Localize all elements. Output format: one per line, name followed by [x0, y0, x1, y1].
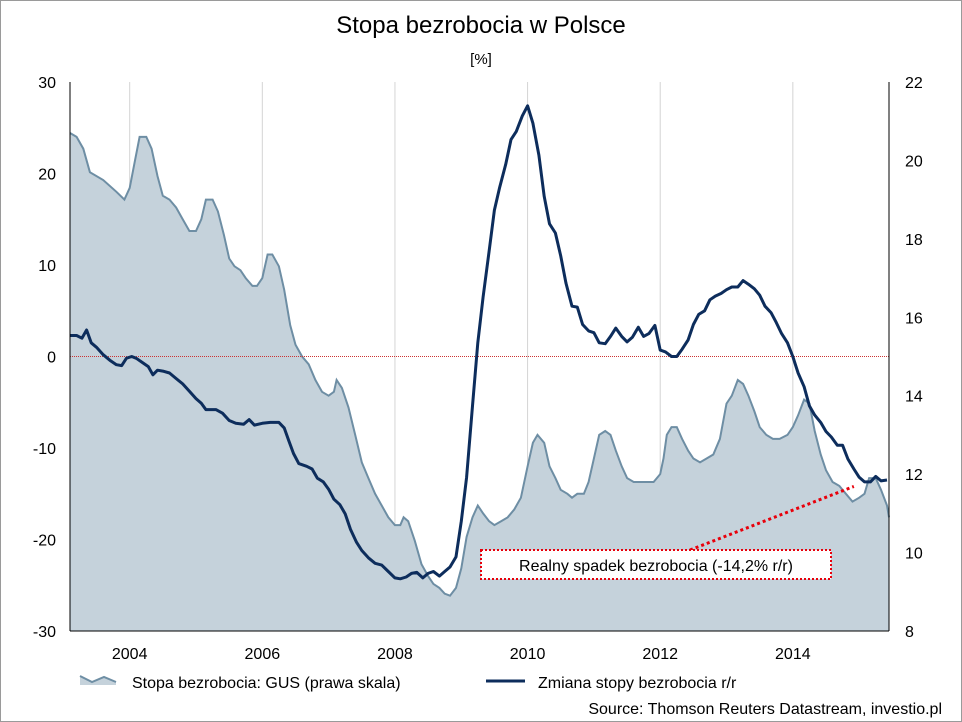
right-y-tick-18: 18	[905, 232, 923, 249]
plot-axes	[69, 82, 890, 632]
right-y-tick-14: 14	[905, 389, 923, 406]
legend: Stopa bezrobocia: GUS (prawa skala) Zmia…	[79, 675, 737, 692]
yoy-change-line-layer	[70, 104, 888, 581]
annotation: Realny spadek bezrobocia (-14,2% r/r)	[480, 485, 855, 580]
annotation-pointer	[689, 485, 855, 552]
left-y-tick-20: 20	[38, 167, 56, 184]
chart-unit: [%]	[470, 51, 492, 68]
chart-title: Stopa bezrobocia w Polsce	[336, 12, 626, 39]
x-tick-2014: 2014	[775, 646, 811, 663]
x-tick-2006: 2006	[245, 646, 281, 663]
left-y-tick-labels: 30 20 10 0 -10 -20 -30	[33, 75, 56, 641]
right-y-tick-labels: 22 20 18 16 14 12 10 8	[905, 75, 923, 641]
right-y-tick-20: 20	[905, 153, 923, 170]
unemployment-rate-area-layer	[69, 132, 890, 631]
left-y-tick-0: 0	[47, 350, 56, 367]
x-tick-2008: 2008	[377, 646, 413, 663]
unemployment-rate-area-edge	[69, 132, 890, 597]
left-y-tick-30: 30	[38, 75, 56, 92]
unemployment-rate-area	[70, 133, 889, 631]
left-y-tick--30: -30	[33, 624, 56, 641]
left-y-tick--20: -20	[33, 533, 56, 550]
annotation-text: Realny spadek bezrobocia (-14,2% r/r)	[519, 558, 793, 575]
right-y-tick-10: 10	[905, 546, 923, 563]
yoy-change-line	[70, 104, 888, 581]
left-y-tick-10: 10	[38, 258, 56, 275]
right-y-tick-22: 22	[905, 75, 923, 92]
legend-area-edge	[79, 675, 117, 684]
annotation-box	[480, 549, 832, 580]
right-y-tick-8: 8	[905, 624, 914, 641]
legend-label-line: Zmiana stopy bezrobocia r/r	[538, 675, 737, 692]
source-note: Source: Thomson Reuters Datastream, inve…	[588, 701, 942, 718]
x-tick-labels: 2004 2006 2008 2010 2012 2014	[112, 646, 811, 663]
right-y-tick-16: 16	[905, 310, 923, 327]
x-tick-2004: 2004	[112, 646, 148, 663]
legend-label-area: Stopa bezrobocia: GUS (prawa skala)	[132, 675, 401, 692]
x-tick-2012: 2012	[642, 646, 678, 663]
left-y-tick--10: -10	[33, 441, 56, 458]
right-y-tick-12: 12	[905, 467, 923, 484]
x-tick-2010: 2010	[510, 646, 546, 663]
